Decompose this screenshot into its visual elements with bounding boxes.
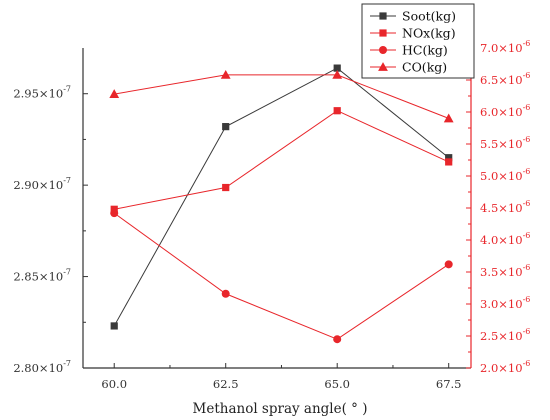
- series-sootkg: [110, 64, 453, 330]
- data-point: [443, 113, 454, 123]
- data-point: [332, 69, 343, 79]
- right-tick-label: 3.0×10-6: [480, 295, 530, 311]
- series-noxkg: [110, 107, 453, 213]
- series-line: [114, 74, 449, 119]
- right-tick-label: 2.5×10-6: [480, 327, 530, 343]
- legend-marker: [378, 62, 388, 71]
- data-point: [333, 107, 341, 115]
- right-tick-label: 4.0×10-6: [480, 231, 530, 247]
- legend-label: HC(kg): [402, 43, 448, 58]
- data-point: [445, 154, 453, 162]
- right-tick-label: 5.0×10-6: [480, 167, 530, 183]
- right-tick-label: 2.0×10-6: [480, 359, 530, 375]
- series-line: [113, 67, 450, 327]
- series-cokg: [109, 69, 454, 123]
- left-tick-label: 2.90×10-7: [13, 176, 71, 192]
- data-point: [444, 260, 453, 269]
- data-point: [222, 183, 230, 192]
- x-axis-title: Methanol spray angle( ° ): [193, 401, 368, 417]
- x-tick-label: 62.5: [213, 377, 239, 391]
- legend-marker: [379, 46, 387, 54]
- data-point: [110, 209, 119, 218]
- data-point: [445, 158, 453, 166]
- x-tick-label: 65.0: [324, 377, 350, 391]
- right-tick-label: 6.0×10-6: [480, 103, 530, 119]
- x-tick-label: 67.5: [436, 377, 462, 391]
- right-tick-label: 5.5×10-6: [480, 135, 530, 151]
- right-tick-label: 7.0×10-6: [480, 39, 530, 55]
- series-line: [113, 212, 449, 340]
- data-point: [221, 289, 230, 298]
- data-point: [109, 89, 120, 98]
- right-tick-label: 4.5×10-6: [480, 199, 530, 215]
- series-layer: [109, 64, 454, 344]
- series-line: [114, 110, 449, 210]
- data-point: [220, 69, 231, 79]
- legend: Soot(kg) NOx(kg) HC(kg) CO(kg): [361, 3, 475, 79]
- left-tick-label: 2.85×10-7: [13, 268, 71, 284]
- x-axis: 60.0 62.5 65.0 67.5: [101, 363, 462, 391]
- left-tick-label: 2.95×10-7: [13, 85, 71, 101]
- legend-label: NOx(kg): [402, 26, 456, 41]
- legend-label: CO(kg): [402, 60, 447, 75]
- x-tick-label: 60.0: [101, 377, 127, 391]
- series-hckg: [110, 209, 453, 344]
- legend-label: Soot(kg): [402, 9, 456, 24]
- data-point: [222, 123, 230, 131]
- legend-marker: [379, 29, 387, 37]
- data-point: [110, 322, 118, 330]
- left-tick-label: 2.80×10-7: [13, 359, 71, 375]
- legend-marker: [379, 12, 387, 20]
- data-point: [333, 335, 342, 344]
- left-y-axis: 2.80×10-7 2.85×10-7 2.90×10-7 2.95×10-7: [13, 48, 88, 375]
- right-tick-label: 3.5×10-6: [480, 263, 530, 279]
- right-y-axis: 2.0×10-6 2.5×10-6 3.0×10-6 3.5×10-6 4.0×10-6…: [466, 39, 530, 375]
- right-tick-label: 6.5×10-6: [480, 71, 530, 87]
- data-point: [333, 64, 341, 72]
